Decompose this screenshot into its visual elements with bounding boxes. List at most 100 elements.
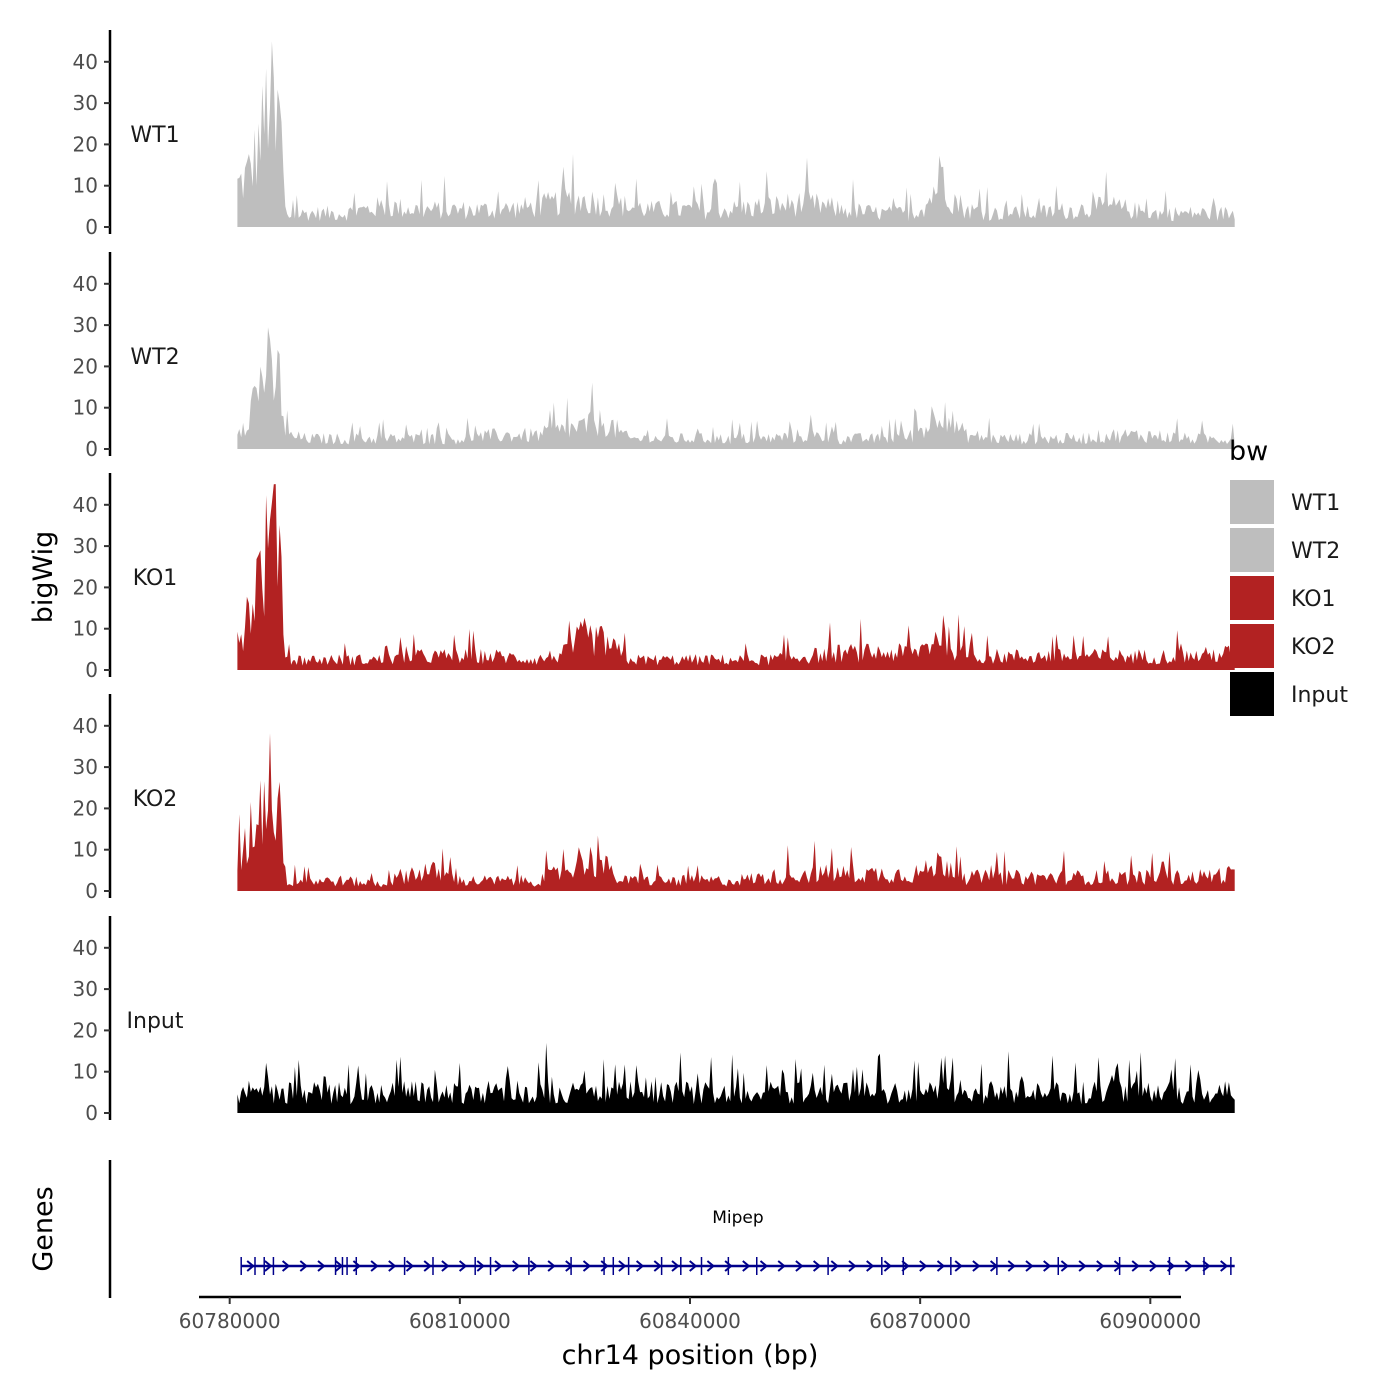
strand-arrow (848, 1260, 857, 1272)
track-label-ko2: KO2 (133, 787, 178, 812)
x-tick-label: 60780000 (179, 1309, 281, 1333)
x-tick-label: 60810000 (409, 1309, 511, 1333)
y-tick-label: 30 (73, 91, 98, 115)
strand-arrow (919, 1260, 928, 1272)
legend-swatch-ko1 (1230, 576, 1274, 620)
y-tick-label: 20 (73, 132, 98, 156)
strand-arrow (1096, 1260, 1105, 1272)
strand-arrow (1184, 1260, 1193, 1272)
legend-label-input: Input (1291, 683, 1348, 708)
legend-swatch-input (1230, 672, 1274, 716)
strand-arrow (352, 1260, 361, 1272)
legend-swatch-ko2 (1230, 624, 1274, 668)
signal-area-wt2 (237, 327, 1235, 449)
strand-arrow (936, 1260, 946, 1272)
strand-arrow (635, 1260, 645, 1272)
signal-area-wt1 (237, 41, 1235, 228)
x-tick-label: 60900000 (1099, 1309, 1201, 1333)
y-tick-label: 0 (85, 658, 98, 682)
strand-arrow (1149, 1260, 1158, 1272)
strand-arrow (317, 1260, 326, 1272)
y-tick-label: 10 (73, 174, 98, 198)
strand-arrow (777, 1260, 786, 1272)
x-tick-label: 60870000 (869, 1309, 971, 1333)
strand-arrow (671, 1260, 680, 1272)
strand-arrow (476, 1260, 485, 1272)
strand-arrow (653, 1260, 662, 1272)
strand-arrow (370, 1260, 379, 1272)
strand-arrow (423, 1260, 432, 1272)
signal-area-ko1 (237, 484, 1235, 670)
y-tick-label: 20 (73, 354, 98, 378)
strand-arrow (866, 1260, 875, 1272)
strand-arrow (742, 1260, 751, 1272)
strand-arrow (529, 1260, 538, 1272)
strand-arrow (901, 1260, 910, 1272)
strand-arrow (512, 1260, 521, 1272)
strand-arrow (1060, 1260, 1069, 1272)
signal-area-input (237, 1042, 1235, 1113)
legend-label-ko1: KO1 (1291, 587, 1336, 612)
strand-arrow (264, 1260, 273, 1272)
strand-arrow (795, 1260, 804, 1272)
gene-panel: Mipep (108, 1160, 1235, 1298)
strand-arrow (812, 1260, 822, 1272)
signal-tracks: 0 10 20 30 40 WT1 0 10 20 30 40 WT2 0 10 20 30 40 KO1 0 10 2… (73, 30, 1235, 1125)
legend: bw WT1 WT2 KO1 KO2 Input (1229, 436, 1348, 716)
y-tick-label: 10 (73, 396, 98, 420)
x-axis: 60780000 60810000 60840000 60870000 60900000 (179, 1295, 1201, 1333)
x-tick-label: 60840000 (639, 1309, 741, 1333)
strand-arrow (600, 1260, 609, 1272)
y-tick-label: 10 (73, 617, 98, 641)
strand-arrow (1078, 1260, 1087, 1272)
y-tick-label: 10 (73, 1060, 98, 1084)
signal-area-ko2 (237, 733, 1235, 891)
strand-arrow (1113, 1260, 1123, 1272)
strand-arrow (706, 1260, 715, 1272)
y-tick-label: 20 (73, 575, 98, 599)
strand-arrow (299, 1260, 308, 1272)
y-axis-title: bigWig (28, 531, 59, 624)
strand-arrow (494, 1260, 503, 1272)
track-ko2: 0 10 20 30 40 KO2 (73, 694, 1235, 903)
y-tick-label: 0 (85, 879, 98, 903)
y-tick-label: 30 (73, 977, 98, 1001)
strand-arrow (1202, 1260, 1211, 1272)
track-ko1: 0 10 20 30 40 KO1 (73, 473, 1235, 682)
track-label-ko1: KO1 (133, 566, 178, 591)
y-tick-label: 20 (73, 796, 98, 820)
strand-arrow (883, 1260, 892, 1272)
strand-arrow (972, 1260, 981, 1272)
strand-arrow (388, 1260, 397, 1272)
strand-arrow (618, 1260, 627, 1272)
strand-arrow (689, 1260, 698, 1272)
strand-arrow (1131, 1260, 1140, 1272)
strand-arrow (281, 1260, 291, 1272)
legend-label-wt1: WT1 (1291, 491, 1340, 516)
track-label-wt1: WT1 (130, 123, 179, 148)
strand-arrow (458, 1260, 468, 1272)
track-label-input: Input (127, 1009, 184, 1034)
track-wt2: 0 10 20 30 40 WT2 (73, 252, 1235, 461)
strand-arrow (759, 1260, 769, 1272)
y-tick-label: 30 (73, 313, 98, 337)
y-tick-label: 40 (73, 50, 98, 74)
legend-swatch-wt1 (1230, 480, 1274, 524)
strand-arrow (246, 1260, 255, 1272)
y-tick-label: 20 (73, 1018, 98, 1042)
track-input: 0 10 20 30 40 Input (73, 916, 1235, 1125)
strand-arrow (405, 1260, 415, 1272)
strand-arrow (1043, 1260, 1052, 1272)
y-tick-label: 10 (73, 838, 98, 862)
strand-arrow (547, 1260, 556, 1272)
y-tick-label: 0 (85, 437, 98, 461)
strand-arrow (441, 1260, 450, 1272)
track-label-wt2: WT2 (130, 345, 179, 370)
strand-arrow (724, 1260, 733, 1272)
y-tick-label: 30 (73, 534, 98, 558)
y-tick-label: 40 (73, 714, 98, 738)
y-tick-label: 0 (85, 215, 98, 239)
legend-label-ko2: KO2 (1291, 635, 1336, 660)
strand-arrow (1025, 1260, 1034, 1272)
